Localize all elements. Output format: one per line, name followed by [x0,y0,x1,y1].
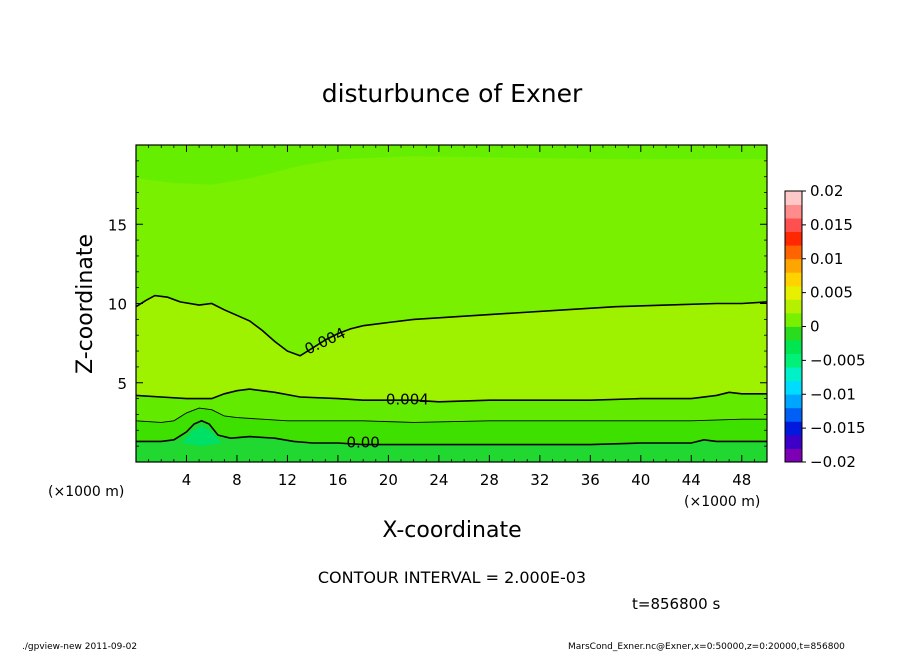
colorbar-swatch [785,285,802,300]
x-tick-label: 40 [631,471,650,489]
contour-line-3 [136,419,767,446]
colorbar-swatch [785,367,802,382]
filled-region-negative-bump [181,425,222,447]
x-tick-label: 44 [682,471,701,489]
colorbar-swatch [785,299,802,314]
colorbar-swatch [785,380,802,395]
x-tick-label: 24 [429,471,448,489]
colorbar-tick-label: 0.015 [810,216,853,234]
colorbar-tick-label: −0.005 [810,351,866,369]
contour-line-2 [135,407,767,423]
y-tick-label: 5 [117,375,127,393]
colorbar-swatch [785,272,802,287]
colorbar-swatch [785,407,802,422]
footer-left-text: ./gpview-new 2011-09-02 [22,642,138,652]
colorbar-tick-label: −0.01 [810,385,856,403]
colorbar-swatch [785,231,802,246]
footer-right-text: MarsCond_Exner.nc@Exner,x=0:50000,z=0:20… [568,642,845,652]
x-axis: 4 8 12 16 20 24 28 32 36 40 44 48 [148,145,755,489]
contour-label-1: 0.004 [386,391,429,409]
x-tick-label: 36 [581,471,600,489]
colorbar-swatch [785,312,802,327]
colorbar-tick-label: −0.015 [810,419,866,437]
filled-region-low-band [136,389,767,423]
colorbar-swatch [785,204,802,219]
y-unit-label: (×1000 m) [48,484,124,500]
x-tick-label: 32 [530,471,549,489]
x-tick-label: 4 [182,471,192,489]
x-tick-label: 16 [328,471,347,489]
colorbar-tick-label: 0.005 [810,284,853,302]
colorbar-tick-label: −0.02 [810,453,856,471]
colorbar-swatch [785,340,802,354]
colorbar-swatch [785,394,802,409]
colorbar-swatch [785,353,802,368]
contour-label-2: 0.00 [346,433,379,451]
colorbar-tick-label: 0.01 [810,250,843,268]
chart-title: disturbunce of Exner [322,79,583,108]
colorbar: 0.02 0.015 0.01 0.005 0 −0.005 −0.01 −0.015 −0.0… [784,182,866,471]
x-tick-label: 8 [232,471,242,489]
y-axis: 5 10 15 [108,160,767,447]
colorbar-swatch [785,245,802,260]
x-unit-label: (×1000 m) [684,494,760,510]
y-tick-label: 10 [108,296,127,314]
colorbar-swatch [785,448,802,463]
filled-region-positive-band [136,295,767,402]
filled-region-near-surface-band [136,408,767,445]
y-tick-label: 15 [108,216,127,234]
colorbar-swatch [785,326,802,341]
x-axis-title: X-coordinate [382,518,521,543]
x-tick-label: 12 [278,471,297,489]
colorbar-swatch [785,191,802,205]
x-tick-label: 48 [732,471,751,489]
filled-region-upper-cap [136,145,767,185]
colorbar-swatch [785,258,802,273]
contour-line-0 [135,294,768,357]
contour-line-1 [135,388,767,403]
x-tick-label: 20 [379,471,398,489]
filled-region-surface-band [136,420,767,462]
time-stamp-text: t=856800 s [632,595,720,613]
colorbar-swatch [785,218,802,233]
x-tick-label: 28 [480,471,499,489]
colorbar-tick-label: 0 [810,318,820,336]
y-axis-title: Z-coordinate [73,234,98,374]
colorbar-swatch [785,434,802,449]
contour-interval-text: CONTOUR INTERVAL = 2.000E-03 [318,568,586,587]
colorbar-swatch [785,421,802,436]
colorbar-tick-label: 0.02 [810,182,843,200]
